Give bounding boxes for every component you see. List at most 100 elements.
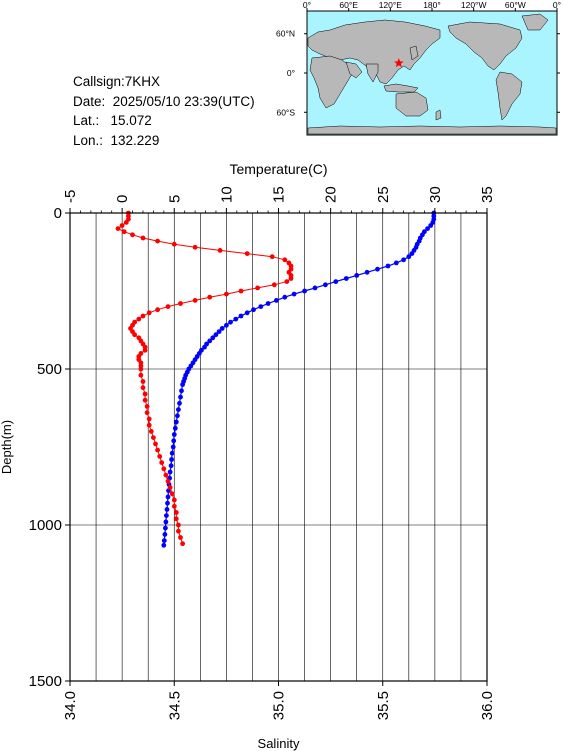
longitude-text: Lon.: 132.229 bbox=[73, 132, 160, 148]
salinity-point bbox=[146, 416, 152, 422]
temperature-point bbox=[210, 335, 216, 341]
salinity-point bbox=[140, 313, 146, 319]
date-text: Date: 2025/05/10 23:39(UTC) bbox=[73, 93, 255, 109]
map-lat-label: 60°N bbox=[276, 29, 295, 39]
temperature-tick-label: 10 bbox=[218, 186, 235, 203]
temperature-point bbox=[178, 394, 183, 400]
salinity-series bbox=[115, 210, 294, 547]
salinity-point bbox=[115, 226, 121, 232]
salinity-point bbox=[138, 366, 144, 372]
temperature-tick-label: 15 bbox=[271, 186, 288, 203]
temperature-point bbox=[172, 425, 178, 431]
salinity-point bbox=[284, 279, 290, 284]
salinity-point bbox=[173, 510, 179, 515]
depth-tick-label: 500 bbox=[37, 361, 62, 378]
temperature-point bbox=[354, 273, 360, 278]
salinity-point bbox=[171, 241, 177, 247]
salinity-point bbox=[171, 503, 177, 509]
map-lon-label: 120°E bbox=[379, 0, 403, 10]
salinity-point bbox=[176, 522, 181, 528]
salinity-point bbox=[157, 454, 163, 459]
salinity-point bbox=[217, 248, 223, 253]
map-lon-label: 120°W bbox=[461, 0, 487, 10]
temperature-point bbox=[274, 298, 279, 303]
temperature-point bbox=[163, 519, 169, 525]
depth-tick-label: 1000 bbox=[29, 517, 62, 534]
chart-series bbox=[115, 210, 437, 548]
temperature-point bbox=[302, 288, 307, 294]
temperature-point bbox=[375, 266, 380, 272]
map-lat-label: 60°S bbox=[276, 107, 295, 117]
salinity-point bbox=[132, 332, 138, 338]
temperature-point bbox=[213, 332, 219, 338]
temperature-tick-label: 0 bbox=[114, 195, 131, 203]
temperature-point bbox=[282, 294, 288, 300]
salinity-point bbox=[142, 391, 148, 397]
temperature-point bbox=[177, 400, 182, 406]
temperature-point bbox=[216, 329, 222, 334]
salinity-point bbox=[178, 535, 183, 540]
salinity-point bbox=[136, 316, 142, 322]
latitude-text: Lat.: 15.072 bbox=[73, 113, 152, 128]
temperature-point bbox=[162, 532, 168, 537]
temperature-point bbox=[401, 257, 406, 263]
temperature-point bbox=[170, 444, 176, 450]
salinity-point bbox=[282, 257, 288, 263]
temperature-point bbox=[312, 285, 318, 291]
temperature-tick-label: 20 bbox=[323, 186, 340, 203]
map-lon-label: 60°W bbox=[505, 0, 526, 10]
temperature-point bbox=[168, 463, 174, 469]
salinity-point bbox=[140, 385, 146, 391]
salinity-tick-label: 36.0 bbox=[479, 691, 496, 720]
salinity-point bbox=[244, 251, 250, 256]
salinity-point bbox=[155, 238, 161, 244]
salinity-point bbox=[288, 276, 294, 281]
temperature-point bbox=[219, 326, 225, 331]
callsign-text: Callsign:7KHX bbox=[73, 74, 161, 89]
salinity-point bbox=[142, 397, 148, 403]
salinity-point bbox=[159, 460, 165, 465]
salinity-tick-label: 34.0 bbox=[62, 691, 79, 720]
depth-tick-label: 1500 bbox=[29, 673, 62, 690]
salinity-point bbox=[178, 301, 183, 306]
salinity-point bbox=[140, 379, 146, 384]
temperature-point bbox=[233, 316, 239, 322]
map-frame-ticks bbox=[304, 8, 560, 113]
salinity-point bbox=[148, 429, 154, 434]
salinity-point bbox=[271, 282, 277, 288]
temperature-point bbox=[228, 319, 233, 325]
temperature-point bbox=[176, 407, 181, 412]
salinity-point bbox=[224, 291, 229, 297]
temperature-point bbox=[180, 382, 186, 387]
salinity-point bbox=[255, 285, 260, 291]
salinity-point bbox=[144, 410, 150, 416]
salinity-point bbox=[155, 307, 161, 313]
temperature-point bbox=[161, 538, 167, 543]
temperature-point bbox=[163, 525, 168, 531]
depth-tick-label: 0 bbox=[54, 205, 62, 222]
salinity-point bbox=[121, 229, 127, 235]
temperature-point bbox=[393, 260, 399, 266]
salinity-point bbox=[123, 220, 129, 225]
salinity-point bbox=[130, 232, 135, 238]
temperature-point bbox=[179, 388, 184, 394]
temperature-point bbox=[251, 307, 256, 313]
salinity-point bbox=[171, 497, 177, 503]
temperature-point bbox=[323, 282, 328, 288]
salinity-line bbox=[117, 213, 292, 544]
station-marker-icon bbox=[394, 58, 404, 68]
salinity-tick-label: 35.5 bbox=[375, 691, 392, 720]
temperature-point bbox=[291, 291, 297, 297]
salinity-point bbox=[180, 541, 186, 547]
temperature-point bbox=[202, 344, 207, 350]
salinity-point bbox=[140, 235, 146, 241]
temperature-point bbox=[171, 438, 177, 444]
salinity-point bbox=[165, 304, 171, 309]
temperature-point bbox=[409, 251, 415, 256]
station-info: Callsign:7KHX Date: 2025/05/10 23:39(UTC… bbox=[73, 72, 255, 150]
salinity-point bbox=[207, 294, 213, 300]
temperature-point bbox=[169, 457, 175, 462]
map-lon-label: 0° bbox=[553, 0, 561, 10]
